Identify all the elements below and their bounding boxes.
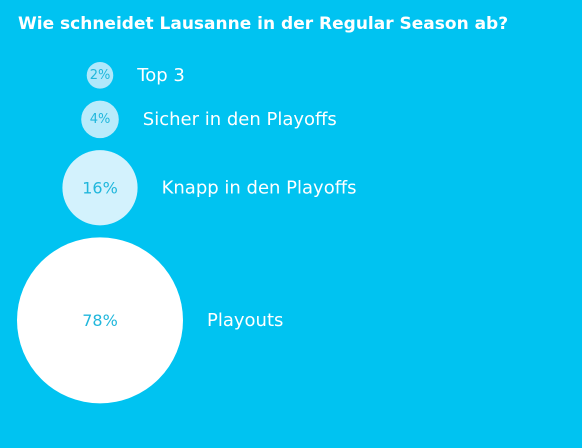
bubble-3: [62, 150, 138, 226]
bubble-category-label: Knapp in den Playoffs: [162, 177, 357, 198]
bubble-category-label: Sicher in den Playoffs: [143, 109, 337, 130]
bubble-percent-label: 78%: [82, 311, 118, 330]
bubble-percent-label: 2%: [90, 68, 111, 83]
bubble-category-label: Playouts: [207, 310, 283, 331]
bubble-2: [81, 100, 119, 139]
bubble-percent-label: 16%: [82, 178, 118, 197]
bubble-1: [86, 61, 114, 89]
bubble-percent-label: 4%: [90, 112, 111, 127]
bubble-category-label: Top 3: [136, 65, 185, 86]
poll-title: Wie schneidet Lausanne in der Regular Se…: [18, 14, 509, 34]
bubble-4: [17, 237, 183, 404]
